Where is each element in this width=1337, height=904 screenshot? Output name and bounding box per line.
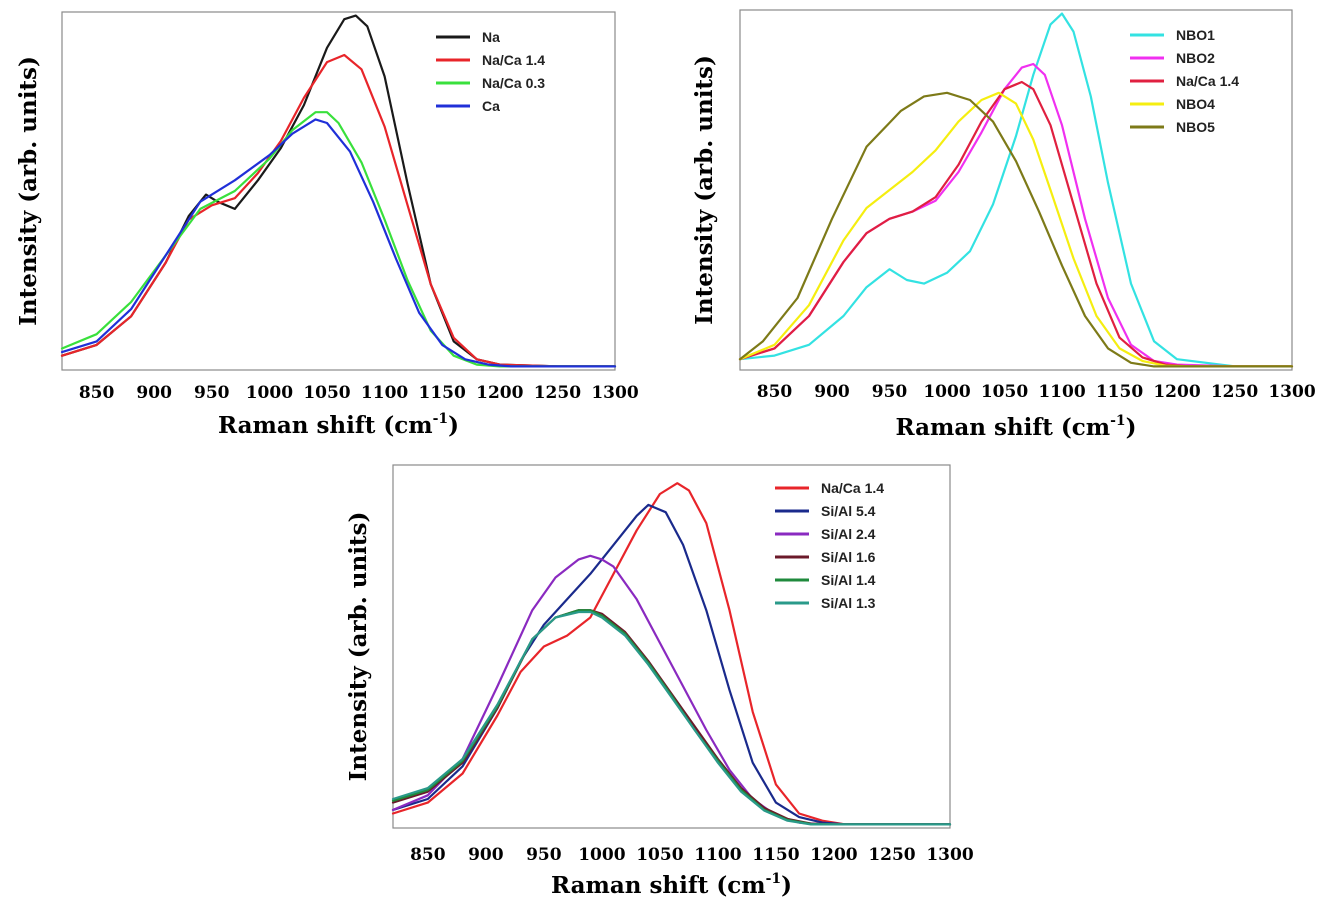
x-tick-label: 1050 bbox=[636, 845, 683, 865]
legend-label: Si/Al 2.4 bbox=[821, 526, 876, 542]
x-tick-label: 950 bbox=[872, 382, 908, 402]
x-tick-label: 1050 bbox=[981, 382, 1028, 402]
x-axis-title-sup: -1 bbox=[1110, 413, 1126, 429]
series-line-1 bbox=[391, 482, 952, 826]
x-axis-title: Raman shift (cm-1) bbox=[218, 411, 459, 439]
x-tick-label: 1300 bbox=[926, 845, 973, 865]
x-tick-label: 1200 bbox=[476, 383, 523, 403]
panel-bottom: 850 900 950 1000 1050 1100 1150 1200 1250 1300 Ram… bbox=[345, 464, 974, 899]
x-tick-label: 950 bbox=[526, 845, 562, 865]
x-tick-label: 950 bbox=[194, 383, 230, 403]
series-line-6 bbox=[391, 610, 952, 826]
panel-top-left: 850 900 950 1000 1050 1100 1150 1200 1250 1300 Ram… bbox=[15, 11, 639, 439]
plot-frame bbox=[61, 11, 616, 371]
x-tick-label: 900 bbox=[468, 845, 504, 865]
legend-label: Na/Ca 1.4 bbox=[482, 52, 545, 68]
legend-label: Si/Al 1.6 bbox=[821, 549, 876, 565]
x-tick-label: 1200 bbox=[810, 845, 857, 865]
series-line-4 bbox=[738, 91, 1294, 368]
series-line-4 bbox=[60, 118, 617, 368]
x-axis-title-text: Raman shift (cm bbox=[218, 412, 433, 439]
legend-label: Na bbox=[482, 29, 500, 45]
x-tick-label: 1100 bbox=[361, 383, 408, 403]
x-tick-label: 1000 bbox=[578, 845, 625, 865]
x-tick-label: 1100 bbox=[1038, 382, 1085, 402]
x-tick-label: 1150 bbox=[752, 845, 799, 865]
y-axis-title: Intensity (arb. units) bbox=[15, 56, 42, 326]
x-axis-title-close: ) bbox=[1126, 414, 1137, 441]
x-tick-label: 900 bbox=[136, 383, 172, 403]
x-tick-label: 1200 bbox=[1153, 382, 1200, 402]
legend: Na/Ca 1.4 Si/Al 5.4 Si/Al 2.4 Si/Al 1.6 Si/A… bbox=[775, 480, 884, 611]
legend-label: NBO4 bbox=[1176, 96, 1215, 112]
x-tick-label: 1250 bbox=[534, 383, 581, 403]
x-tick-label: 850 bbox=[410, 845, 446, 865]
x-tick-label: 1150 bbox=[1096, 382, 1143, 402]
x-tick-label: 1300 bbox=[591, 383, 638, 403]
y-axis-title: Intensity (arb. units) bbox=[691, 55, 718, 325]
y-axis-title: Intensity (arb. units) bbox=[345, 512, 372, 782]
x-tick-label: 1300 bbox=[1268, 382, 1315, 402]
x-tick-label: 1000 bbox=[923, 382, 970, 402]
legend-label: Na/Ca 0.3 bbox=[482, 75, 545, 91]
panel-top-right: 850 900 950 1000 1050 1100 1150 1200 1250 1300 Ram… bbox=[691, 9, 1316, 441]
legend-label: Si/Al 1.4 bbox=[821, 572, 876, 588]
legend-label: Ca bbox=[482, 98, 500, 114]
x-axis-title-sup: -1 bbox=[433, 411, 449, 427]
legend-label: Na/Ca 1.4 bbox=[821, 480, 884, 496]
x-tick-label: 850 bbox=[79, 383, 115, 403]
x-axis-title: Raman shift (cm-1) bbox=[895, 413, 1136, 441]
plot-frame bbox=[739, 9, 1293, 371]
series-line-3 bbox=[738, 80, 1294, 368]
legend-label: NBO1 bbox=[1176, 27, 1215, 43]
legend-label: Si/Al 1.3 bbox=[821, 595, 876, 611]
x-tick-label: 1150 bbox=[419, 383, 466, 403]
series-line-2 bbox=[60, 53, 617, 368]
x-axis-title: Raman shift (cm-1) bbox=[551, 871, 792, 899]
series-line-5 bbox=[391, 609, 952, 826]
x-tick-label: 1000 bbox=[246, 383, 293, 403]
x-tick-label: 1100 bbox=[694, 845, 741, 865]
series-line-1 bbox=[738, 12, 1294, 368]
series-line-1 bbox=[60, 14, 617, 368]
x-axis-title-sup: -1 bbox=[766, 871, 782, 887]
x-axis-title-text: Raman shift (cm bbox=[551, 872, 766, 899]
legend: Na Na/Ca 1.4 Na/Ca 0.3 Ca bbox=[436, 29, 545, 114]
legend-label: NBO2 bbox=[1176, 50, 1215, 66]
x-axis-title-close: ) bbox=[781, 872, 792, 899]
x-tick-label: 900 bbox=[814, 382, 850, 402]
x-tick-label: 1250 bbox=[1211, 382, 1258, 402]
x-tick-label: 1050 bbox=[303, 383, 350, 403]
legend: NBO1 NBO2 Na/Ca 1.4 NBO4 NBO5 bbox=[1130, 27, 1239, 135]
x-tick-label: 850 bbox=[757, 382, 793, 402]
x-tick-label: 1250 bbox=[868, 845, 915, 865]
plot-frame bbox=[392, 464, 951, 829]
series-line-3 bbox=[60, 111, 617, 368]
legend-label: Na/Ca 1.4 bbox=[1176, 73, 1239, 89]
legend-label: NBO5 bbox=[1176, 119, 1215, 135]
x-axis-title-text: Raman shift (cm bbox=[895, 414, 1110, 441]
series-line-5 bbox=[738, 91, 1294, 368]
legend-label: Si/Al 5.4 bbox=[821, 503, 876, 519]
series-line-4 bbox=[391, 609, 952, 826]
x-axis-title-close: ) bbox=[448, 412, 459, 439]
